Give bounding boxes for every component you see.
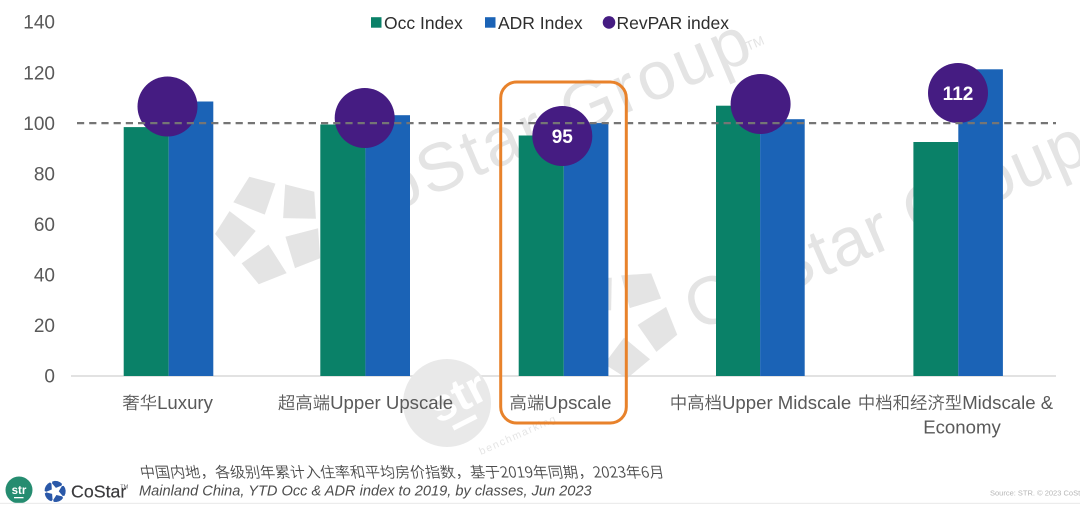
svg-text:RevPAR index: RevPAR index xyxy=(617,13,730,33)
svg-text:TM: TM xyxy=(743,33,766,54)
svg-text:95: 95 xyxy=(552,127,574,148)
svg-text:ADR Index: ADR Index xyxy=(498,13,583,33)
svg-text:Occ Index: Occ Index xyxy=(384,13,463,33)
svg-text:80: 80 xyxy=(34,164,55,185)
svg-text:str: str xyxy=(12,485,27,497)
svg-text:Source: STR. © 2023 CoSta: Source: STR. © 2023 CoSta xyxy=(990,489,1080,498)
svg-text:112: 112 xyxy=(943,84,974,105)
svg-text:20: 20 xyxy=(34,316,55,337)
svg-text:Upper Upscale: Upper Upscale xyxy=(330,392,453,413)
svg-text:140: 140 xyxy=(23,13,55,34)
svg-text:100: 100 xyxy=(23,114,55,135)
svg-text:CoStar: CoStar xyxy=(71,482,126,502)
svg-text:Economy: Economy xyxy=(923,417,1001,438)
svg-text:Upscale: Upscale xyxy=(544,392,611,413)
svg-text:60: 60 xyxy=(34,215,55,236)
svg-text:TM: TM xyxy=(120,485,128,491)
svg-text:0: 0 xyxy=(44,367,55,388)
svg-text:Mainland China, YTD Occ & ADR: Mainland China, YTD Occ & ADR index to 2… xyxy=(139,484,592,500)
svg-text:Luxury: Luxury xyxy=(157,392,214,413)
svg-text:40: 40 xyxy=(34,266,55,287)
svg-text:120: 120 xyxy=(23,63,55,84)
svg-text:Midscale &: Midscale & xyxy=(962,392,1054,413)
svg-text:Upper Midscale: Upper Midscale xyxy=(722,392,851,413)
